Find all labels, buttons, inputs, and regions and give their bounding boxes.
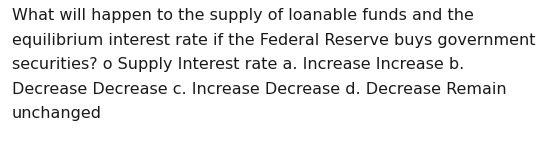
Text: equilibrium interest rate if the Federal Reserve buys government: equilibrium interest rate if the Federal…	[12, 33, 536, 47]
Text: What will happen to the supply of loanable funds and the: What will happen to the supply of loanab…	[12, 8, 474, 23]
Text: unchanged: unchanged	[12, 106, 102, 121]
Text: Decrease Decrease c. Increase Decrease d. Decrease Remain: Decrease Decrease c. Increase Decrease d…	[12, 81, 507, 97]
Text: securities? o Supply Interest rate a. Increase Increase b.: securities? o Supply Interest rate a. In…	[12, 57, 464, 72]
